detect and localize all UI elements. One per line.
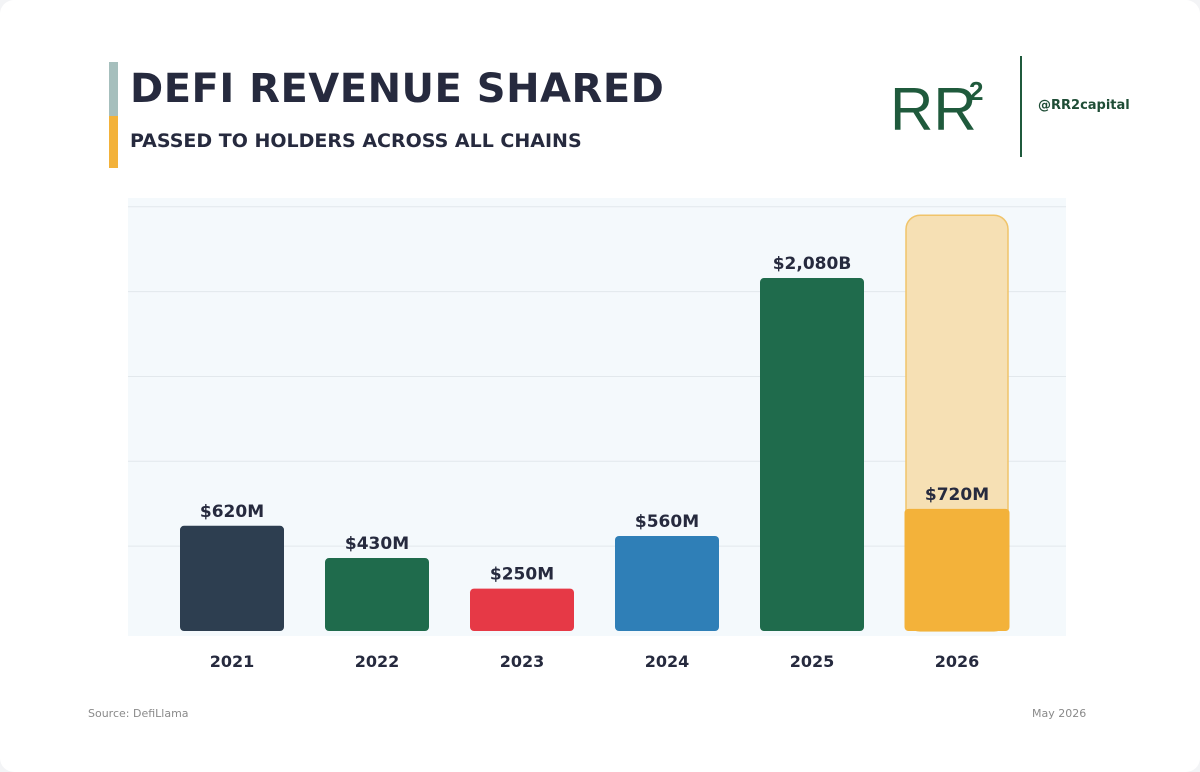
bar-2024 [615, 535, 719, 631]
data-label-2023: $250M [490, 565, 554, 585]
page-title: DEFI REVENUE SHARED [130, 66, 665, 112]
x-tick-2022: 2022 [355, 652, 400, 671]
data-label-2026: $720M [925, 485, 989, 505]
logo-text: RR [890, 76, 977, 138]
bar-2022 [325, 558, 429, 631]
data-label-2022: $430M [345, 534, 409, 554]
data-label-2024: $560M [635, 512, 699, 532]
logo-divider [1020, 56, 1022, 157]
bars [180, 214, 1010, 632]
x-axis-ticks: 2021 2022 2023 2024 2025 2026 [210, 652, 980, 671]
data-labels: $620M $430M $250M $560M $2,080B $720M [200, 254, 989, 585]
page-subtitle: PASSED TO HOLDERS ACROSS ALL CHAINS [130, 130, 582, 152]
title-accent-bar [109, 62, 118, 168]
date-note: May 2026 [1032, 707, 1087, 720]
bar-2021 [180, 525, 284, 631]
accent-bar-top [109, 62, 118, 116]
bar-2026 [904, 508, 1010, 631]
source-note: Source: DefiLlama [88, 707, 189, 720]
bar-2023 [470, 588, 574, 631]
x-tick-2021: 2021 [210, 652, 255, 671]
x-tick-2026: 2026 [935, 652, 980, 671]
bar-2025 [760, 278, 864, 631]
data-label-2021: $620M [200, 502, 264, 522]
rr2-logo: RR 2 [890, 76, 983, 138]
x-tick-2023: 2023 [500, 652, 545, 671]
social-handle: @RR2capital [1038, 98, 1130, 113]
x-tick-2025: 2025 [790, 652, 835, 671]
logo-superscript: 2 [969, 76, 983, 106]
accent-bar-bottom [109, 116, 118, 168]
data-label-2025: $2,080B [773, 254, 852, 274]
x-tick-2024: 2024 [645, 652, 690, 671]
